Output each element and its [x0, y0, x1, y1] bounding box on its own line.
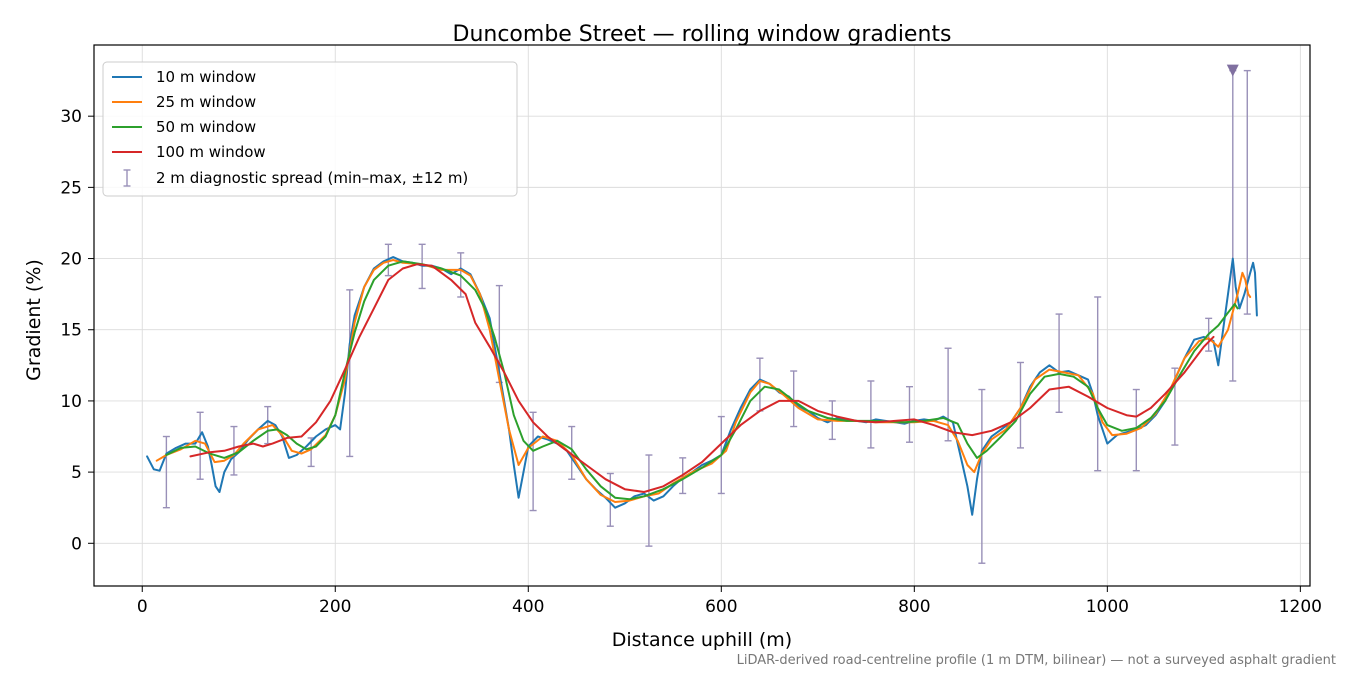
- series-line-2: [155, 259, 1252, 503]
- x-tick-label: 800: [898, 597, 930, 617]
- error-bar: [790, 370, 798, 428]
- series-lines: [146, 256, 1258, 516]
- legend-label-error-bars: 2 m diagnostic spread (min–max, ±12 m): [156, 169, 468, 187]
- y-tick-label: 5: [71, 463, 82, 483]
- x-tick-label: 200: [319, 597, 351, 617]
- x-tick-label: 600: [705, 597, 737, 617]
- y-tick-label: 20: [60, 250, 82, 270]
- error-bar: [1243, 69, 1251, 315]
- error-bar: [196, 411, 204, 480]
- series-line-3: [165, 260, 1239, 501]
- x-tick-label: 0: [137, 597, 148, 617]
- legend: 10 m window 25 m window 50 m window 100 m w…: [102, 61, 518, 197]
- error-bar: [1016, 361, 1024, 449]
- y-tick-label: 25: [60, 178, 82, 198]
- error-bar: [1055, 313, 1063, 414]
- clip-marker-group: [1226, 64, 1239, 77]
- error-bar: [568, 425, 576, 480]
- error-bar: [162, 435, 170, 509]
- y-tick-label: 30: [60, 107, 82, 127]
- y-tick-label: 10: [60, 392, 82, 412]
- y-axis-label: Gradient (%): [23, 259, 45, 381]
- y-axis: 0 5 10 15 20 25 30: [60, 107, 94, 554]
- x-axis-label: Distance uphill (m): [612, 629, 792, 651]
- chart-title: Duncombe Street — rolling window gradien…: [453, 22, 952, 47]
- series-line-4: [189, 263, 1215, 493]
- error-bar: [978, 388, 986, 564]
- x-axis: 0 200 400 600 800 1000 1200: [137, 586, 1322, 617]
- clip-marker-triangle: [1226, 64, 1239, 77]
- error-bar: [645, 454, 653, 547]
- grid: [94, 45, 1310, 586]
- plot-frame: [93, 44, 1311, 587]
- series-line-1: [146, 256, 1258, 516]
- x-tick-label: 1200: [1279, 597, 1322, 617]
- error-bar: [1094, 296, 1102, 472]
- error-bar: [867, 380, 875, 449]
- y-tick-label: 0: [71, 534, 82, 554]
- error-bar: [230, 425, 238, 476]
- legend-label-1: 10 m window: [156, 68, 256, 86]
- error-bars: [162, 69, 1251, 564]
- caption: LiDAR-derived road-centreline profile (1…: [737, 653, 1336, 668]
- error-bar: [346, 289, 354, 458]
- error-bar: [529, 411, 537, 512]
- error-bar: [905, 385, 913, 443]
- error-bar: [1229, 69, 1237, 382]
- y-tick-label: 15: [60, 321, 82, 341]
- x-tick-label: 400: [512, 597, 544, 617]
- x-tick-label: 1000: [1086, 597, 1129, 617]
- legend-label-3: 50 m window: [156, 118, 256, 136]
- legend-label-2: 25 m window: [156, 93, 256, 111]
- legend-box: [102, 61, 518, 197]
- legend-label-4: 100 m window: [156, 143, 266, 161]
